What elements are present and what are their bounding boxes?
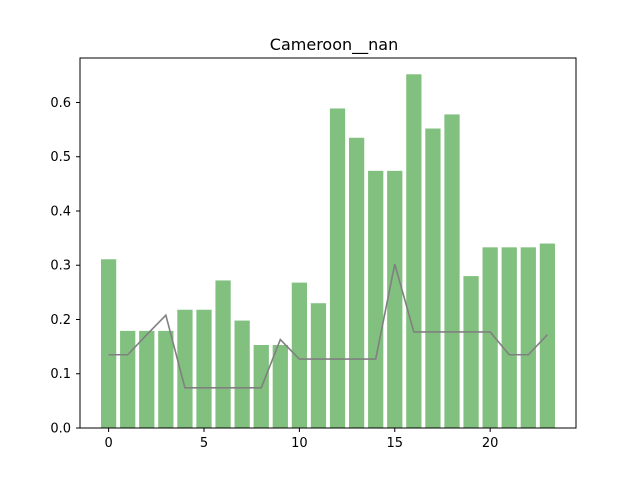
x-axis: 0 5 10 15 20 (104, 428, 498, 451)
bar (348, 137, 365, 428)
bar (520, 247, 536, 428)
y-axis: 0.0 0.1 0.2 0.3 0.4 0.5 0.6 (50, 96, 80, 437)
bar (272, 344, 288, 428)
bar (501, 247, 517, 428)
bar (463, 276, 479, 428)
bar (100, 259, 117, 428)
series-line (108, 263, 548, 389)
y-tick-label: 0.1 (50, 367, 71, 382)
bar (482, 247, 498, 428)
bar (120, 330, 136, 428)
bar (196, 309, 212, 428)
bar (139, 330, 155, 428)
y-tick-label: 0.2 (50, 313, 71, 328)
x-tick-label: 10 (291, 436, 308, 451)
x-tick-label: 20 (482, 436, 499, 451)
bar (234, 320, 250, 428)
bar (444, 114, 460, 428)
bar (215, 280, 231, 428)
bar (425, 128, 441, 428)
y-tick-label: 0.6 (50, 96, 71, 111)
x-tick-label: 0 (104, 436, 112, 451)
line-series (108, 263, 548, 389)
bar (177, 309, 193, 428)
y-tick-label: 0.4 (50, 204, 71, 219)
y-tick-label: 0.3 (50, 259, 71, 274)
plot-frame (79, 57, 577, 429)
bar (368, 170, 384, 428)
y-tick-label: 0.0 (50, 422, 71, 437)
x-tick-label: 5 (200, 436, 208, 451)
bar (406, 74, 422, 428)
bar (291, 282, 308, 428)
y-tick-label: 0.5 (50, 150, 71, 165)
bar (310, 303, 327, 428)
bar (158, 330, 174, 428)
x-tick-label: 15 (386, 436, 403, 451)
bar (329, 108, 346, 429)
bar (387, 170, 403, 428)
chart-title: Cameroon__nan (270, 35, 398, 55)
bar-series (100, 74, 556, 429)
